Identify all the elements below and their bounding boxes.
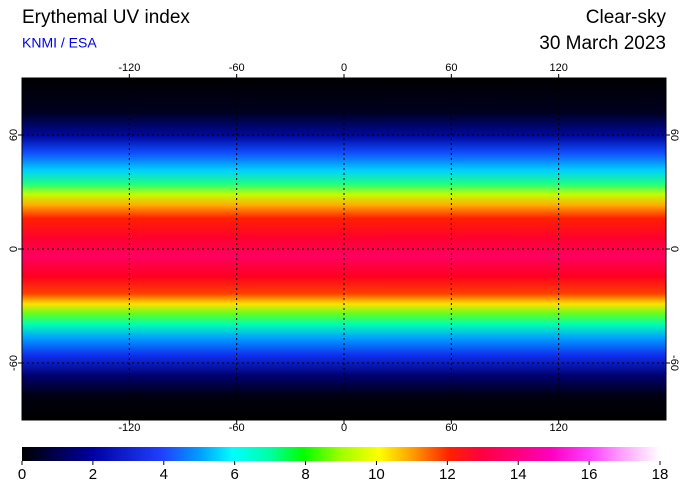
title: Erythemal UV index xyxy=(22,7,190,28)
x-tick-label: 120 xyxy=(549,422,567,434)
y-tick-label: 60 xyxy=(668,129,680,141)
x-tick-label: -120 xyxy=(118,62,140,74)
subtitle: KNMI / ESA xyxy=(22,35,97,51)
colorbar-label: 10 xyxy=(368,466,385,483)
y-tick-label: 60 xyxy=(8,129,20,141)
x-tick-label: 60 xyxy=(445,62,457,74)
y-tick-label: -60 xyxy=(8,355,20,371)
y-tick-label: 0 xyxy=(668,246,680,252)
x-tick-label: 0 xyxy=(341,62,347,74)
condition: Clear-sky xyxy=(586,7,667,28)
x-tick-label: 0 xyxy=(341,422,347,434)
colorbar-label: 14 xyxy=(510,466,527,483)
x-tick-label: -60 xyxy=(229,422,245,434)
x-tick-label: -120 xyxy=(118,422,140,434)
x-tick-label: 60 xyxy=(445,422,457,434)
x-tick-label: -60 xyxy=(229,62,245,74)
x-tick-label: 120 xyxy=(549,62,567,74)
colorbar-label: 18 xyxy=(652,466,669,483)
colorbar xyxy=(22,447,660,461)
colorbar-label: 0 xyxy=(18,466,26,483)
colorbar-label: 2 xyxy=(89,466,97,483)
date: 30 March 2023 xyxy=(539,33,666,54)
colorbar-label: 6 xyxy=(230,466,238,483)
y-tick-label: -60 xyxy=(668,355,680,371)
y-tick-label: 0 xyxy=(8,246,20,252)
colorbar-label: 8 xyxy=(301,466,309,483)
colorbar-label: 12 xyxy=(439,466,456,483)
colorbar-label: 4 xyxy=(160,466,168,483)
colorbar-label: 16 xyxy=(581,466,598,483)
